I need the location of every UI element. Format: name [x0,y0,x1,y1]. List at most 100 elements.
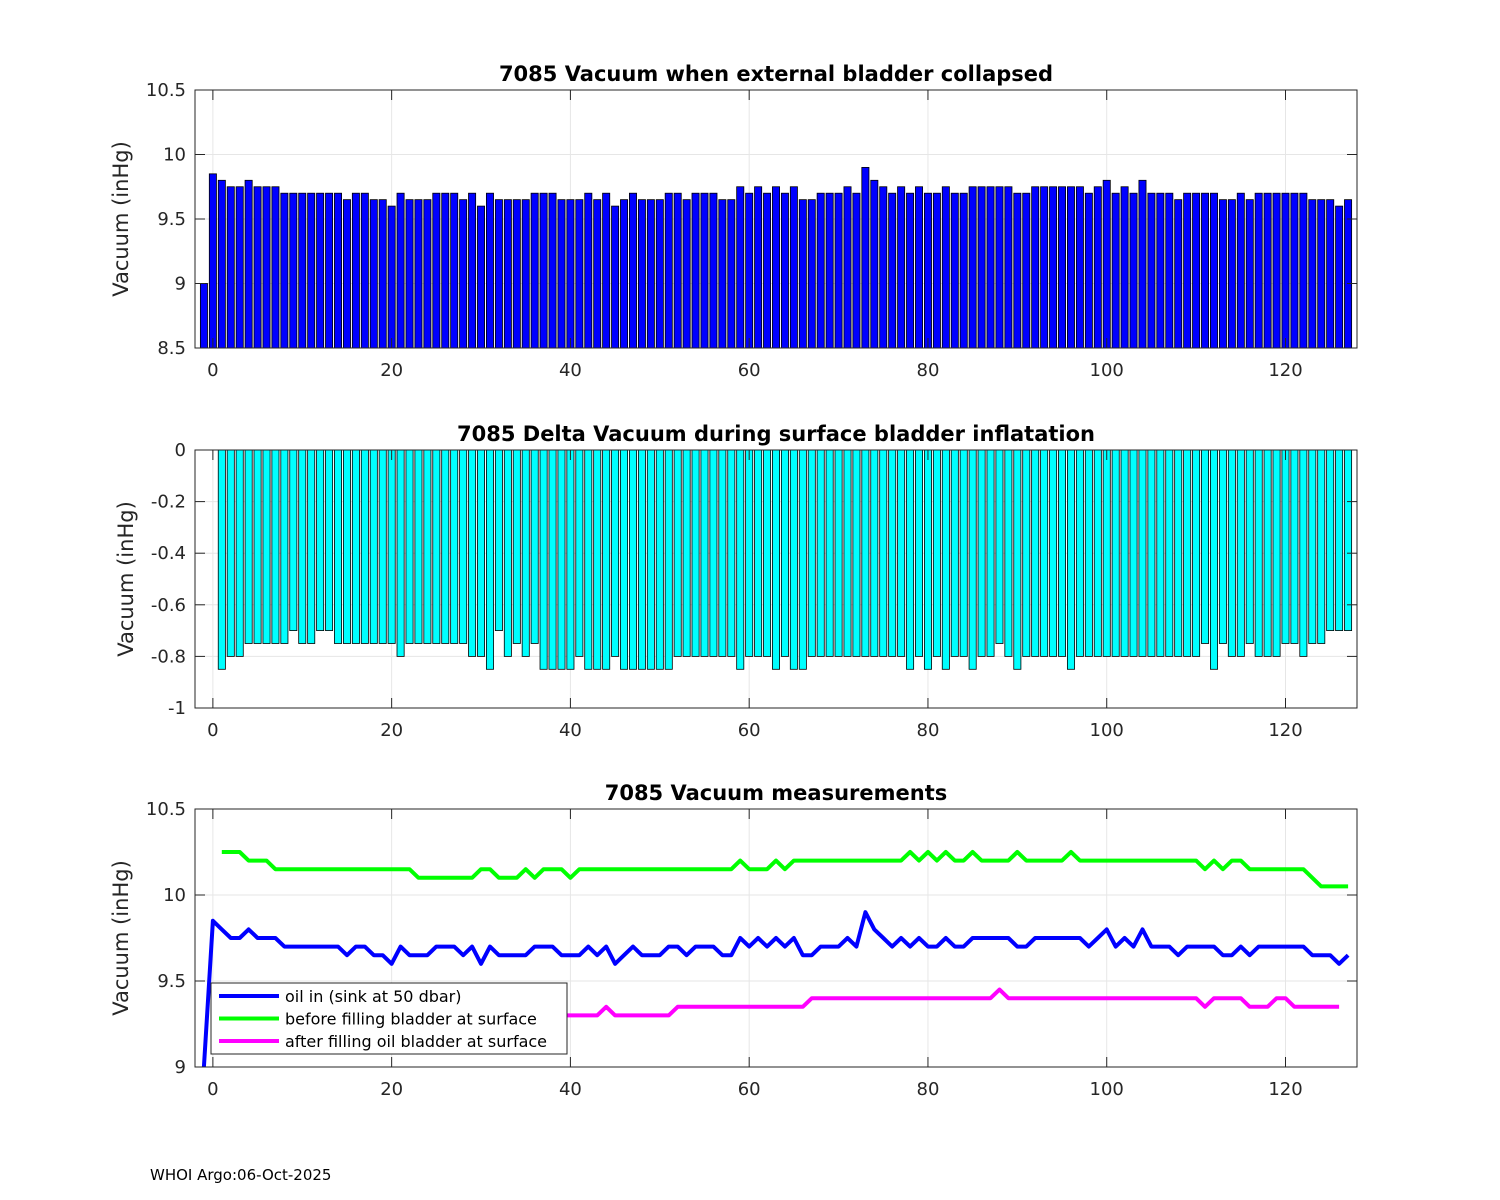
bar [736,186,745,349]
bar [870,179,879,349]
bar [548,449,557,670]
bar [235,449,244,657]
x-tick-label: 20 [380,360,403,381]
bar [602,449,611,670]
bar [1129,449,1138,657]
bar [1066,449,1075,670]
x-tick-label: 40 [559,1079,582,1100]
bar [217,449,226,670]
bar-series [199,166,1353,349]
vacuum-collapsed-bar-chart: 0 20 40 60 80 100 120 8.5 9 9.5 10 10.5 7085 Vacuum … [109,62,1358,381]
bar [700,449,709,657]
bar [602,192,611,349]
y-tick-label: 9.5 [157,971,186,992]
bar [727,199,736,349]
bar [941,186,950,349]
bar [557,449,566,670]
bar [1299,449,1308,657]
bar [646,199,655,349]
bar [1183,192,1192,349]
bar [807,449,816,657]
bar [521,199,530,349]
bar [1022,192,1031,349]
line-series [221,850,1349,889]
bar [1326,449,1335,632]
bar [1093,449,1102,657]
bar [1308,449,1317,644]
bar [342,199,351,349]
bar [879,449,888,657]
bar [1156,192,1165,349]
bar [298,192,307,349]
bar [852,449,861,657]
bar [637,199,646,349]
bar [271,449,280,644]
bar [405,199,414,349]
bar [1335,205,1344,349]
bar [950,192,959,349]
bar [1138,179,1147,349]
bar [879,186,888,349]
x-tick-label: 120 [1268,360,1302,381]
bar [772,186,780,349]
vacuum-measurements-line-chart: 0 20 40 60 80 100 120 9 9.5 10 10.5 oil in (sink at… [109,781,1358,1100]
x-tick-label: 40 [559,360,582,381]
bar [1111,192,1120,349]
bar [217,179,226,349]
bar [906,449,915,670]
x-tick-label: 100 [1090,360,1124,381]
bar [1174,199,1183,349]
bar [369,199,378,349]
y-tick-label: -1 [168,698,186,719]
bar [691,449,700,657]
legend-label: before filling bladder at surface [285,1010,537,1029]
bar [530,192,539,349]
bar [637,449,646,670]
bar [1049,186,1058,349]
bar [1075,186,1084,349]
bar [834,192,843,349]
x-tick-label: 0 [207,360,218,381]
bar [342,449,351,644]
bar [1156,449,1165,657]
bar [923,192,932,349]
bar [1147,192,1156,349]
bar [459,449,468,644]
bar [646,449,655,670]
bar [1031,186,1040,349]
bar [360,192,369,349]
bar [897,186,906,349]
bar [1120,449,1129,657]
bar [307,192,316,349]
bar [584,449,593,670]
bar [700,192,709,349]
bar [1272,192,1281,349]
bar [861,166,870,349]
x-tick-label: 20 [380,1079,403,1100]
bar [244,179,253,349]
bar [432,449,441,644]
bar [1201,449,1210,644]
bar [968,186,977,349]
bar [754,449,763,657]
bar [727,449,736,657]
bar [1236,192,1245,349]
x-tick-label: 60 [738,1079,761,1100]
bar [807,199,816,349]
x-tick-label: 120 [1268,1079,1302,1100]
bar [861,449,870,657]
bar [745,192,754,349]
bar [485,192,494,349]
delta-vacuum-bar-chart: 0 20 40 60 80 100 120 -1 -0.8 -0.6 -0.4 -0.2 0 7085 D… [114,422,1358,741]
bar [1174,449,1183,657]
bar [888,449,897,657]
bar [450,192,459,349]
bar [1040,449,1049,657]
bar-series [217,449,1353,670]
bar [316,449,325,632]
bar [441,449,450,644]
y-tick-label: -0.6 [151,595,186,616]
bar [477,449,486,657]
bar [1084,449,1093,657]
bar [226,449,235,657]
